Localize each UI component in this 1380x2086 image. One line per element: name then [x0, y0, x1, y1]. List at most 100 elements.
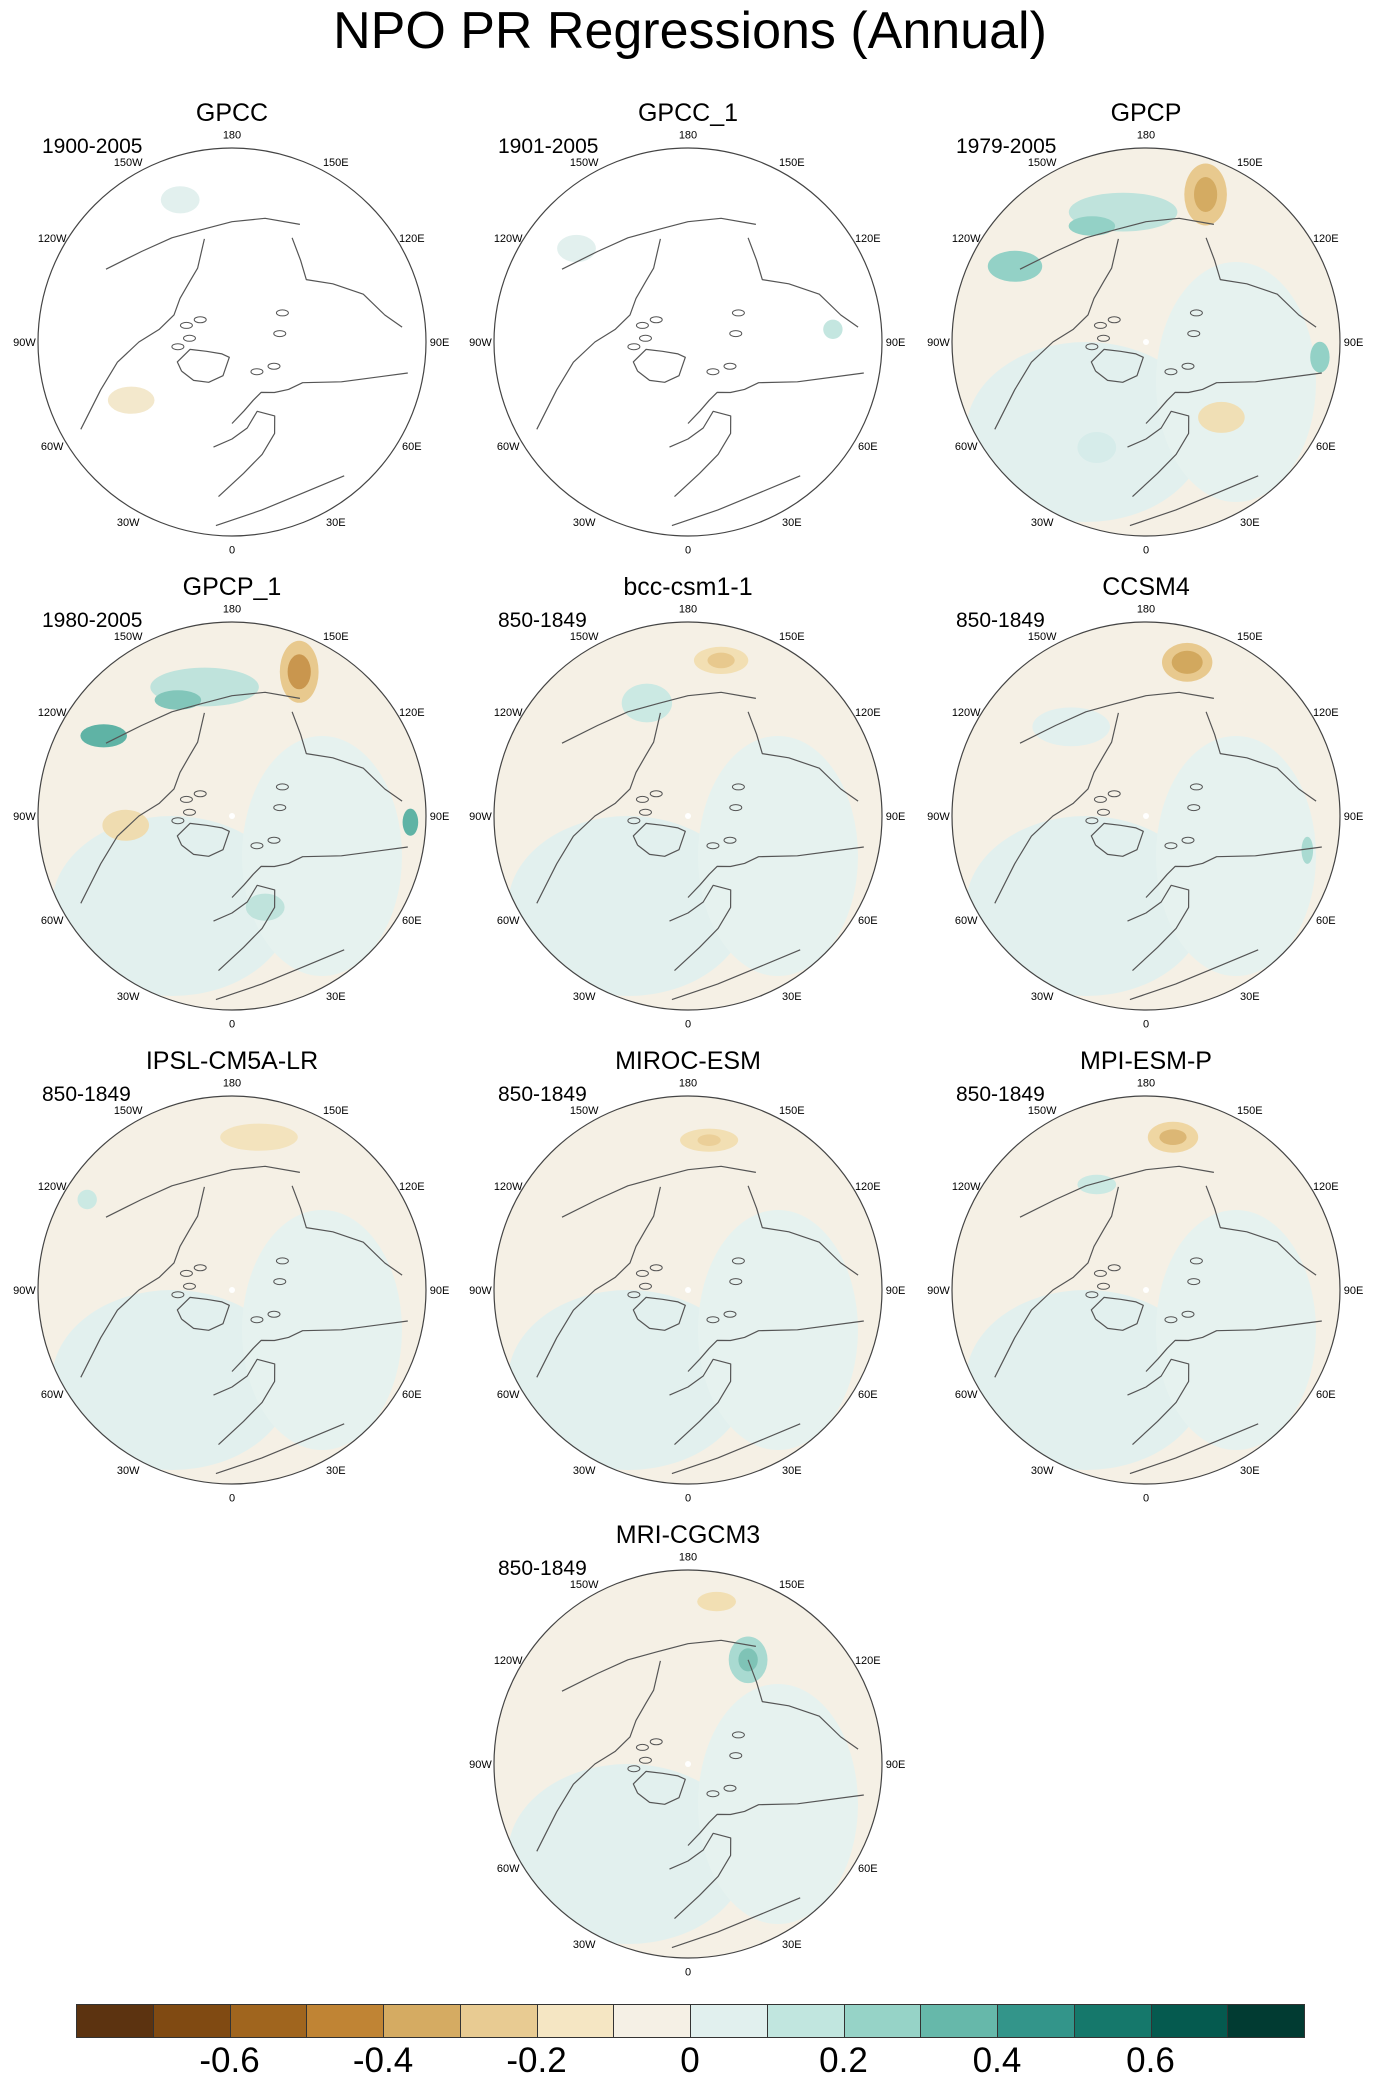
longitude-label: 90E — [430, 811, 450, 823]
longitude-label: 0 — [1143, 545, 1149, 557]
longitude-label: 150W — [1028, 157, 1057, 169]
longitude-label: 90W — [469, 1285, 492, 1297]
panel-title: MRI-CGCM3 — [615, 1521, 761, 1549]
anomaly-blob — [563, 1768, 661, 1847]
coastline — [632, 348, 686, 383]
map-panel-gpcc: 180 150E 120E 90E 60E 30E 0 30W 60W 90W 120W 150W GP… — [12, 98, 452, 568]
longitude-label: 90W — [927, 1285, 950, 1297]
longitude-label: 30W — [1031, 991, 1054, 1003]
longitude-label: 60E — [858, 915, 878, 927]
anomaly-blob — [287, 654, 311, 690]
panel-period: 850-1849 — [956, 1083, 1045, 1106]
longitude-label: 180 — [223, 129, 241, 141]
longitude-label: 90E — [886, 1759, 906, 1771]
coastline — [291, 711, 403, 802]
map-panel-ccsm4: 180 150E 120E 90E 60E 30E 0 30W 60W 90W 120W 150W CC… — [926, 572, 1366, 1042]
longitude-label: 150W — [570, 1579, 599, 1591]
colorbar-tick-label: -0.2 — [506, 2041, 567, 2080]
longitude-label: 30E — [782, 991, 802, 1003]
anomaly-blob — [1310, 341, 1330, 373]
panel-title: GPCC — [195, 99, 269, 127]
longitude-label: 30W — [573, 1465, 596, 1477]
polar-map-mpi-esm-p: 180 150E 120E 90E 60E 30E 0 30W 60W 90W 120W 150W — [927, 1077, 1364, 1504]
coastline — [994, 712, 1119, 904]
coastline — [176, 1296, 230, 1331]
coastline — [561, 1639, 757, 1692]
longitude-label: 90E — [1344, 1285, 1364, 1297]
map-panel-gpcp-1: 180 150E 120E 90E 60E 30E 0 30W 60W 90W 120W 150W GP… — [12, 572, 452, 1042]
longitude-label: 90E — [886, 1285, 906, 1297]
coastline — [1127, 410, 1190, 498]
map-boundary — [951, 147, 1341, 537]
anomaly-blob — [107, 386, 155, 414]
longitude-label: 150W — [1028, 1105, 1057, 1117]
colorbar-swatch — [613, 2004, 691, 2038]
longitude-label: 150W — [570, 631, 599, 643]
map-boundary — [493, 1569, 883, 1959]
map-boundary — [37, 147, 427, 537]
coastline — [561, 1165, 757, 1218]
coastline — [1090, 822, 1144, 857]
longitude-label: 150W — [570, 1105, 599, 1117]
colorbar-swatch — [76, 2004, 154, 2038]
colorbar-swatch — [920, 2004, 998, 2038]
colorbar-swatch — [766, 2004, 845, 2038]
longitude-label: 30E — [1240, 991, 1260, 1003]
longitude-label: 150E — [323, 631, 349, 643]
coastline — [994, 1186, 1119, 1378]
anomaly-blob — [220, 1123, 298, 1151]
longitude-label: 30E — [326, 517, 346, 529]
coastline — [687, 1794, 864, 1846]
longitude-label: 150E — [779, 1105, 805, 1117]
coastline — [747, 1659, 859, 1750]
longitude-label: 60W — [955, 441, 978, 453]
anomaly-blob — [557, 234, 596, 263]
panel-period: 850-1849 — [498, 1557, 587, 1580]
anomaly-blob — [1077, 432, 1117, 463]
anomaly-blob — [80, 724, 127, 748]
colorbar-swatch — [306, 2004, 384, 2038]
panel-period: 1979-2005 — [956, 135, 1057, 158]
longitude-label: 60W — [955, 1389, 978, 1401]
anomaly-blob — [621, 683, 673, 723]
panel-period: 850-1849 — [42, 1083, 131, 1106]
coastline — [213, 884, 276, 972]
panel-period: 850-1849 — [498, 609, 587, 632]
longitude-label: 60W — [497, 915, 520, 927]
anomaly-blob — [1171, 650, 1203, 674]
main-title: NPO PR Regressions (Annual) — [333, 2, 1047, 60]
longitude-label: 150E — [1237, 631, 1263, 643]
longitude-label: 90E — [430, 337, 450, 349]
polar-map-mri-cgcm3: 180 150E 120E 90E 60E 30E 0 30W 60W 90W 120W 150W — [469, 1551, 906, 1979]
longitude-label: 90W — [13, 811, 36, 823]
longitude-label: 90W — [469, 1759, 492, 1771]
colorbar-tick-label: 0.2 — [819, 2041, 868, 2080]
longitude-label: 150E — [1237, 157, 1263, 169]
longitude-label: 60W — [497, 441, 520, 453]
longitude-label: 180 — [1137, 603, 1155, 615]
coastline — [561, 691, 757, 744]
longitude-label: 60E — [858, 1389, 878, 1401]
coastline — [669, 1832, 732, 1920]
colorbar-tick-label: -0.4 — [352, 2041, 414, 2080]
anomaly-blob — [1077, 1174, 1117, 1195]
coastline — [632, 1770, 686, 1805]
anomaly-blob — [154, 690, 202, 710]
coastline — [291, 237, 403, 328]
coastline — [561, 217, 757, 270]
coastline — [687, 1320, 864, 1372]
longitude-label: 180 — [223, 1077, 241, 1089]
colorbar-swatch — [229, 2004, 308, 2038]
longitude-label: 150E — [779, 157, 805, 169]
map-boundary — [37, 621, 427, 1011]
coastline — [1129, 475, 1259, 527]
longitude-label: 60W — [41, 441, 64, 453]
longitude-label: 120W — [494, 1655, 523, 1667]
longitude-label: 30W — [1031, 1465, 1054, 1477]
panel-period: 850-1849 — [956, 609, 1045, 632]
longitude-label: 180 — [679, 129, 697, 141]
anomaly-blob — [987, 250, 1043, 282]
anomaly-blob — [1159, 1129, 1187, 1145]
longitude-label: 0 — [685, 1967, 691, 1979]
coastline — [747, 1185, 859, 1276]
